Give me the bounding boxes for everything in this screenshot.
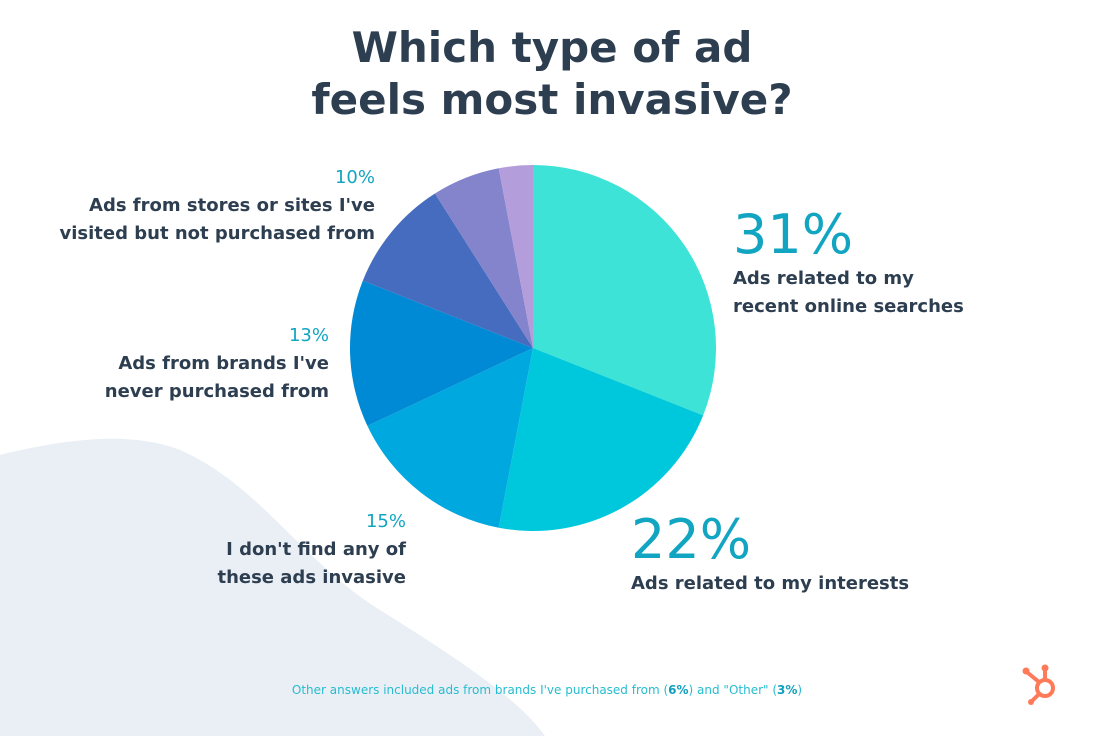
pie-slice-5 [362,193,533,348]
pct-label: 10% [334,167,375,188]
slice-label-line: Ads from stores or sites I've [89,195,375,216]
slice-label-line: recent online searches [733,296,964,317]
footnote: Other answers included ads from brands I… [0,683,1094,697]
footnote-value: 3% [777,683,798,697]
footnote-text: ) [797,683,803,697]
pie-slice-7 [498,165,533,348]
slice-label-line: I don't find any of [226,539,406,560]
pie-slice-1 [533,165,716,416]
pct-label: 13% [288,325,329,346]
slice-label-line: Ads from brands I've [118,353,329,374]
label-slice-1: 31% Ads related to my recent online sear… [733,205,964,321]
title-line-2: feels most invasive? [311,75,793,124]
slice-label-line: visited but not purchased from [59,223,375,244]
pie-slice-6 [434,168,533,348]
pie-slice-3 [367,348,533,528]
hubspot-sprocket-icon [1022,664,1055,705]
chart-title: Which type of ad feels most invasive? [0,22,1104,126]
pct-label: 15% [365,511,406,532]
slice-label-line: never purchased from [104,381,329,402]
footnote-text: Other answers included ads from brands I… [291,683,669,697]
slice-label-line: these ads invasive [217,567,406,588]
pct-label: 31% [733,203,854,266]
pie-slice-2 [498,348,704,531]
pct-label: 22% [631,508,752,571]
pie-slice-4 [349,280,533,426]
label-slice-3: 15% I don't find any of these ads invasi… [217,508,406,592]
title-line-1: Which type of ad [351,23,753,72]
slice-label-line: Ads related to my interests [631,573,910,594]
footnote-value: 6% [668,683,689,697]
slice-label-line: Ads related to my [733,268,914,289]
label-slice-4: 13% Ads from brands I've never purchased… [105,322,329,406]
footnote-text: ) and "Other" ( [688,683,778,697]
label-slice-2: 22% Ads related to my interests [631,510,909,598]
label-slice-5: 10% Ads from stores or sites I've visite… [60,164,375,248]
